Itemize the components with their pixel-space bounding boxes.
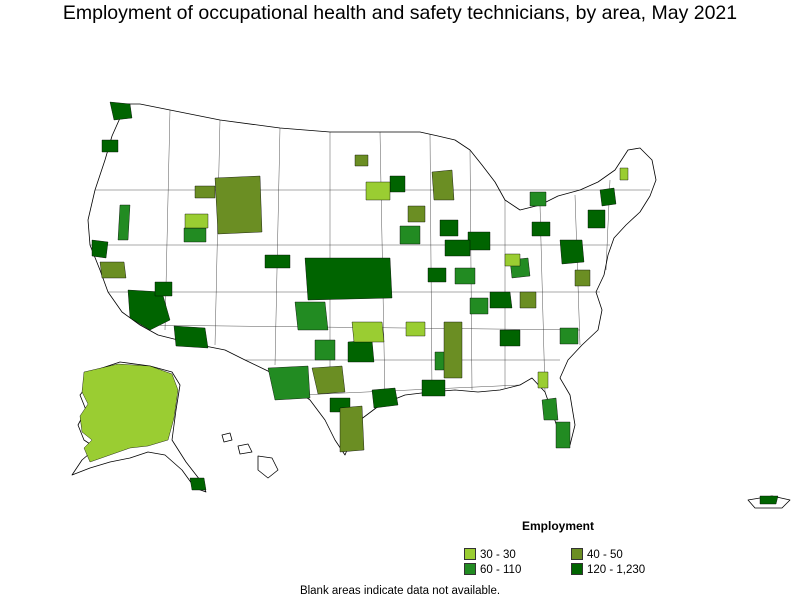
legend-label-40-50: 40 - 50 bbox=[587, 549, 623, 561]
areas-120-1230 bbox=[91, 101, 779, 505]
legend-item-120-1230: 120 - 1,230 bbox=[571, 563, 645, 576]
legend-item-40-50: 40 - 50 bbox=[571, 548, 623, 561]
legend-label-60-110: 60 - 110 bbox=[480, 564, 522, 576]
areas-40-50 bbox=[99, 154, 591, 453]
legend-swatch-40-50 bbox=[571, 548, 583, 560]
footnote: Blank areas indicate data not available. bbox=[299, 585, 501, 597]
legend-item-30-30: 30 - 30 bbox=[464, 548, 516, 561]
areas-60-110 bbox=[117, 191, 579, 449]
legend-label-30-30: 30 - 30 bbox=[480, 549, 516, 561]
legend-swatch-120-1230 bbox=[571, 563, 583, 575]
legend-item-60-110: 60 - 110 bbox=[464, 563, 521, 576]
legend-title: Employment bbox=[522, 519, 595, 533]
legend-label-120-1230: 120 - 1,230 bbox=[587, 564, 646, 576]
legend-swatch-60-110 bbox=[464, 563, 476, 575]
legend-swatch-30-30 bbox=[464, 548, 476, 560]
hawaii-outline bbox=[221, 432, 279, 479]
map-title: Employment of occupational health and sa… bbox=[62, 2, 738, 24]
areas-30-30 bbox=[79, 167, 629, 463]
